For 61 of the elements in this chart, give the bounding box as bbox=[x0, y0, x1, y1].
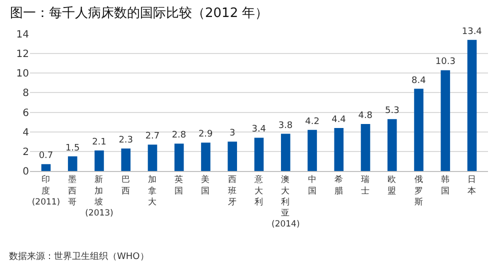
data-label: 2.9 bbox=[198, 130, 214, 140]
bar bbox=[387, 119, 397, 171]
data-label: 8.4 bbox=[411, 76, 426, 86]
data-label: 3.4 bbox=[252, 124, 266, 135]
x-tick-label: 印度 (2011) bbox=[32, 174, 60, 208]
data-label: 10.3 bbox=[435, 57, 456, 68]
y-tick-label: 8 bbox=[22, 88, 29, 100]
bar bbox=[121, 148, 131, 171]
bar bbox=[41, 164, 51, 171]
bar bbox=[94, 150, 104, 171]
source-note: 数据来源：世界卫生组织（WHO） bbox=[9, 251, 149, 262]
y-tick-label: 10 bbox=[16, 68, 29, 80]
x-tick-label: 新加坡 (2013) bbox=[85, 174, 114, 218]
data-label: 4.4 bbox=[332, 114, 346, 125]
x-tick-label: 韩国 bbox=[440, 174, 450, 196]
bar bbox=[308, 130, 317, 171]
y-tick-label: 14 bbox=[16, 30, 29, 40]
data-label: 2.8 bbox=[172, 130, 186, 141]
y-tick-label: 4 bbox=[22, 127, 29, 138]
x-tick-label: 欧盟 bbox=[388, 174, 397, 196]
x-tick-label: 美国 bbox=[201, 174, 210, 196]
y-tick-label: 2 bbox=[22, 146, 29, 158]
x-tick-label: 意大利 bbox=[254, 174, 264, 208]
data-label: 2.7 bbox=[145, 132, 160, 142]
bar bbox=[440, 70, 450, 171]
y-tick-label: 12 bbox=[16, 49, 29, 60]
x-tick-label: 加拿大 bbox=[148, 174, 157, 208]
bar bbox=[467, 40, 477, 171]
y-tick-label: 6 bbox=[22, 108, 29, 119]
bar bbox=[414, 88, 424, 171]
bar bbox=[174, 144, 184, 171]
x-tick-label: 英国 bbox=[174, 174, 184, 196]
data-label: 1.5 bbox=[65, 143, 80, 154]
bar bbox=[360, 124, 370, 171]
bar bbox=[254, 138, 264, 171]
data-label: 2.3 bbox=[118, 135, 134, 146]
bar bbox=[148, 144, 158, 171]
data-label: 3 bbox=[230, 128, 236, 139]
chart-title: 图一：每千人病床数的国际比较（2012 年） bbox=[10, 6, 268, 22]
data-label: 4.8 bbox=[358, 111, 373, 122]
bar bbox=[280, 134, 290, 171]
x-tick-label: 瑞士 bbox=[361, 174, 370, 196]
x-tick-label: 西班牙 bbox=[228, 175, 237, 208]
data-label: 4.2 bbox=[305, 116, 320, 127]
data-label: 3.8 bbox=[278, 120, 293, 131]
bar bbox=[68, 156, 78, 171]
x-tick-label: 希腊 bbox=[334, 174, 344, 196]
bar bbox=[334, 128, 344, 171]
data-label: 13.4 bbox=[462, 26, 482, 37]
data-label: 2.1 bbox=[92, 137, 106, 148]
y-tick-label: 0 bbox=[22, 166, 29, 178]
x-tick-label: 日本 bbox=[468, 175, 477, 196]
x-tick-label: 中国 bbox=[308, 174, 317, 196]
x-tick-label: 俄罗斯 bbox=[414, 174, 424, 208]
x-tick-label: 澳大利亚 (2014) bbox=[271, 174, 300, 230]
x-tick-label: 墨西哥 bbox=[68, 174, 78, 208]
data-label: 5.3 bbox=[384, 106, 400, 116]
bar bbox=[201, 142, 210, 171]
data-label: 0.7 bbox=[38, 151, 54, 162]
bar bbox=[228, 142, 238, 171]
x-tick-label: 巴西 bbox=[121, 175, 130, 196]
